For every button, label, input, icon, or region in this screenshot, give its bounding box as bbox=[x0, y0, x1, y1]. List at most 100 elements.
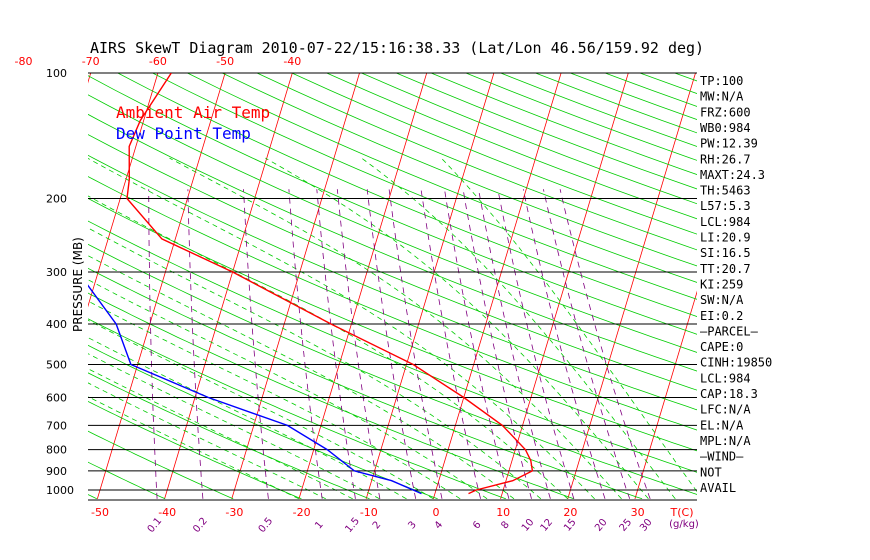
index-item: —WIND— bbox=[700, 450, 744, 464]
isotherm-line bbox=[231, 73, 360, 499]
pressure-tick-label: 800 bbox=[46, 444, 67, 457]
chart-title: AIRS SkewT Diagram 2010-07-22/15:16:38.3… bbox=[90, 39, 704, 57]
isotherm-line bbox=[634, 290, 697, 499]
top-temp-tick-label: -60 bbox=[149, 55, 167, 68]
isotherm-line bbox=[164, 73, 293, 499]
dry-adiabat-line bbox=[88, 318, 506, 500]
index-item: LI:20.9 bbox=[700, 231, 751, 245]
mixing-ratio-line bbox=[444, 189, 510, 499]
isotherm-line bbox=[500, 73, 629, 499]
bottom-temp-tick-label: -30 bbox=[225, 506, 243, 519]
bottom-temp-tick-label: 0 bbox=[433, 506, 440, 519]
moist-adiabat-line bbox=[88, 368, 353, 500]
mixing-ratio-label: 1 bbox=[313, 519, 326, 531]
mixing-ratio-line bbox=[366, 189, 417, 499]
index-item: LFC:N/A bbox=[700, 403, 751, 417]
dry-adiabat-line bbox=[326, 73, 697, 220]
pressure-tick-label: 300 bbox=[46, 266, 67, 279]
index-item: L57:5.3 bbox=[700, 199, 751, 213]
index-item: TT:20.7 bbox=[700, 262, 751, 276]
index-item: CAP:18.3 bbox=[700, 387, 758, 401]
dry-adiabat-line bbox=[88, 113, 697, 372]
moist-adiabat-line bbox=[441, 157, 697, 493]
bottom-axis-unit: T(C) bbox=[670, 506, 694, 519]
dry-adiabat-line bbox=[222, 73, 697, 267]
index-item: —PARCEL— bbox=[700, 324, 759, 338]
mixing-ratio-label: 4 bbox=[433, 519, 446, 531]
dry-adiabat-line bbox=[88, 292, 575, 500]
bottom-temp-tick-label: 30 bbox=[631, 506, 645, 519]
mixing-ratio-label: 0.5 bbox=[257, 516, 276, 535]
mixing-ratio-line bbox=[478, 189, 551, 499]
mixing-ratio-label: 8 bbox=[499, 519, 512, 531]
dry-adiabat-line bbox=[814, 73, 870, 499]
index-item: EL:N/A bbox=[700, 418, 744, 432]
axis-labels: 1002003004005006007008009001000-120-110-… bbox=[15, 55, 699, 535]
pressure-tick-label: 600 bbox=[46, 391, 67, 404]
legend-dew-point-temp: Dew Point Temp bbox=[116, 124, 251, 143]
index-item: MPL:N/A bbox=[700, 434, 751, 448]
mixing-ratio-label: 20 bbox=[593, 517, 610, 534]
bottom-temp-tick-label: -40 bbox=[158, 506, 176, 519]
mixing-ratio-line bbox=[243, 189, 269, 499]
ambient-temp-trace bbox=[126, 73, 534, 495]
mixing-ratio-line bbox=[148, 189, 158, 499]
dry-adiabat-line bbox=[500, 73, 697, 147]
traces bbox=[88, 73, 534, 495]
top-temp-tick-label: -80 bbox=[15, 55, 33, 68]
mixing-ratio-line bbox=[336, 189, 381, 499]
dry-adiabat-line bbox=[779, 73, 870, 499]
bottom-temp-tick-label: 10 bbox=[496, 506, 510, 519]
top-temp-tick-label: -50 bbox=[216, 55, 234, 68]
index-item: TP:100 bbox=[700, 74, 743, 88]
dry-adiabat-line bbox=[88, 94, 697, 353]
moist-adiabat-line bbox=[88, 396, 300, 500]
index-item: AVAIL bbox=[700, 481, 736, 495]
pressure-tick-label: 400 bbox=[46, 318, 67, 331]
index-item: PW:12.39 bbox=[700, 137, 758, 151]
pressure-tick-label: 500 bbox=[46, 358, 67, 371]
mixing-ratio-line bbox=[522, 189, 606, 499]
dry-adiabat-line bbox=[117, 73, 697, 317]
mixing-ratio-line bbox=[559, 189, 651, 499]
index-item: WB0:984 bbox=[700, 121, 751, 135]
mixing-ratio-unit: (g/kg) bbox=[669, 519, 699, 530]
legend-ambient-air-temp: Ambient Air Temp bbox=[116, 103, 270, 122]
bottom-temp-tick-label: -20 bbox=[293, 506, 311, 519]
pressure-tick-label: 900 bbox=[46, 465, 67, 478]
dry-adiabat-line bbox=[291, 73, 697, 235]
moist-adiabat-line bbox=[88, 195, 568, 500]
dry-adiabat-line bbox=[361, 73, 697, 205]
moist-adiabat-line bbox=[88, 300, 461, 500]
mixing-ratio-label: 10 bbox=[520, 517, 537, 534]
index-item: EI:0.2 bbox=[700, 309, 743, 323]
pressure-tick-label: 700 bbox=[46, 419, 67, 432]
mixing-ratio-label: 15 bbox=[562, 517, 579, 534]
dry-adiabat-line bbox=[396, 73, 697, 190]
dry-adiabat-line bbox=[88, 134, 697, 391]
mixing-ratio-line bbox=[187, 189, 204, 499]
isotherm-line bbox=[88, 73, 159, 308]
dry-adiabat-line bbox=[88, 344, 438, 500]
dew-point-trace bbox=[88, 284, 422, 495]
pressure-tick-label: 1000 bbox=[46, 484, 74, 497]
moist-adiabat-line bbox=[88, 227, 542, 500]
mixing-ratio-label: 2 bbox=[371, 519, 384, 531]
index-item: CAPE:0 bbox=[700, 340, 743, 354]
index-item: RH:26.7 bbox=[700, 152, 751, 166]
pressure-lines bbox=[88, 72, 697, 501]
mixing-ratio-label: 30 bbox=[638, 517, 655, 534]
dry-adiabat-line bbox=[88, 401, 302, 500]
dry-adiabat-line bbox=[88, 75, 697, 335]
y-axis-label: PRESSURE (MB) bbox=[71, 237, 85, 332]
dry-adiabat-line bbox=[88, 197, 697, 452]
mixing-ratio-label: 12 bbox=[539, 517, 556, 534]
index-item: FRZ:600 bbox=[700, 105, 751, 119]
pressure-tick-label: 100 bbox=[46, 67, 67, 80]
dry-adiabat-line bbox=[88, 372, 370, 500]
bottom-temp-tick-label: -50 bbox=[91, 506, 109, 519]
mixing-ratio-line bbox=[462, 189, 532, 499]
index-item: TH:5463 bbox=[700, 184, 751, 198]
